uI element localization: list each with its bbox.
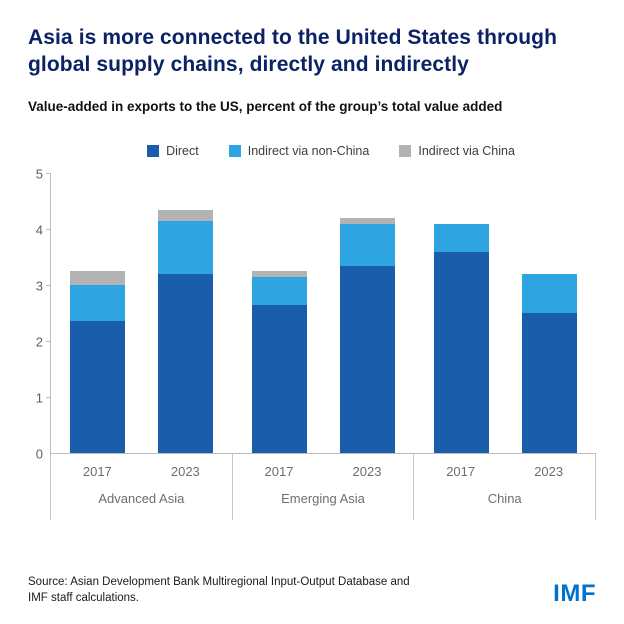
bar-segment-indirect-via-non-china — [433, 223, 489, 252]
bar-segment-indirect-via-china — [252, 271, 307, 277]
stacked-bar-emerging-asia-2023 — [340, 174, 395, 453]
legend-label: Indirect via China — [418, 143, 515, 158]
bar-segment-indirect-via-non-china — [70, 285, 126, 322]
legend-swatch-indirect-via-non-china — [228, 144, 241, 157]
bar-segment-indirect-via-non-china — [158, 221, 214, 275]
chart-subtitle: Value-added in exports to the US, percen… — [28, 98, 503, 114]
group-name-label: Emerging Asia — [281, 490, 365, 506]
bar-segment-indirect-via-non-china — [521, 274, 577, 314]
plot-area — [46, 172, 596, 454]
year-label: 2023 — [352, 463, 382, 479]
y-tick-mark — [46, 228, 51, 230]
stacked-bar-emerging-asia-2017 — [252, 174, 307, 453]
legend: Direct Indirect via non-China Indirect via… — [66, 144, 596, 158]
chart-title: Asia is more connected to the United Sta… — [28, 26, 558, 77]
year-label: 2023 — [534, 463, 564, 479]
y-tick-label: 2 — [35, 334, 43, 350]
y-tick-mark — [46, 284, 51, 286]
bar-segment-direct — [433, 251, 489, 453]
year-label: 2023 — [170, 463, 200, 479]
bar-segment-indirect-via-china — [340, 218, 395, 224]
plot-wrap: 2017 2023 Advanced Asia 2017 2023 Emerging As… — [46, 172, 597, 520]
legend-swatch-indirect-via-china — [399, 144, 412, 157]
x-group-advanced-asia: 2017 2023 Advanced Asia — [51, 453, 233, 520]
bar-segment-indirect-via-non-china — [252, 276, 307, 305]
bar-segment-direct — [70, 321, 126, 453]
legend-item-indirect-via-china: Indirect via China — [399, 144, 515, 158]
legend-item-direct: Direct — [147, 144, 199, 158]
x-group-china: 2017 2023 China — [414, 453, 597, 520]
x-axis-labels: 2017 2023 Advanced Asia 2017 2023 Emerging As… — [50, 453, 597, 520]
bar-chart: 0 1 2 3 4 5 2017 2023 Advanced Asia 2017 2023 Emer… — [28, 166, 597, 520]
bar-group-emerging-asia — [233, 174, 415, 453]
y-tick-label: 5 — [35, 166, 43, 182]
bar-segment-direct — [340, 265, 395, 453]
group-name-label: China — [487, 490, 522, 506]
source-note: Source: Asian Development Bank Multiregi… — [28, 574, 410, 606]
year-labels: 2017 2023 — [233, 464, 414, 479]
footer: Source: Asian Development Bank Multiregi… — [28, 574, 596, 606]
y-tick-label: 4 — [35, 222, 43, 238]
legend-label: Indirect via non-China — [247, 143, 370, 158]
year-label: 2017 — [446, 463, 476, 479]
bar-segment-direct — [252, 304, 307, 453]
legend-label: Direct — [166, 143, 199, 158]
group-name-label: Advanced Asia — [98, 490, 185, 506]
legend-swatch-direct — [147, 144, 160, 157]
y-tick-mark — [46, 172, 51, 174]
y-tick-mark — [46, 340, 51, 342]
year-label: 2017 — [82, 463, 112, 479]
y-axis: 0 1 2 3 4 5 — [28, 166, 50, 461]
stacked-bar-advanced-asia-2017 — [70, 174, 126, 453]
source-line-2: IMF staff calculations. — [28, 591, 139, 604]
bar-segment-indirect-via-china — [70, 271, 126, 286]
x-group-emerging-asia: 2017 2023 Emerging Asia — [233, 453, 415, 520]
y-tick-label: 3 — [35, 278, 43, 294]
year-labels: 2017 2023 — [51, 464, 232, 479]
bar-segment-indirect-via-china — [158, 209, 214, 222]
bar-group-advanced-asia — [51, 174, 233, 453]
bar-segment-direct — [521, 313, 577, 453]
stacked-bar-advanced-asia-2023 — [158, 174, 214, 453]
bar-segment-direct — [158, 274, 214, 453]
y-tick-label: 1 — [35, 390, 43, 406]
source-line-1: Source: Asian Development Bank Multiregi… — [28, 575, 410, 588]
year-label: 2017 — [264, 463, 294, 479]
imf-logo: IMF — [553, 580, 596, 607]
y-tick-mark — [46, 396, 51, 398]
bar-group-china — [414, 174, 596, 453]
bar-segment-indirect-via-non-china — [340, 223, 395, 266]
stacked-bar-china-2017 — [433, 174, 489, 453]
legend-item-indirect-via-non-china: Indirect via non-China — [228, 143, 370, 158]
y-tick-label: 0 — [35, 446, 43, 462]
stacked-bar-china-2023 — [521, 174, 577, 453]
year-labels: 2017 2023 — [414, 464, 595, 479]
